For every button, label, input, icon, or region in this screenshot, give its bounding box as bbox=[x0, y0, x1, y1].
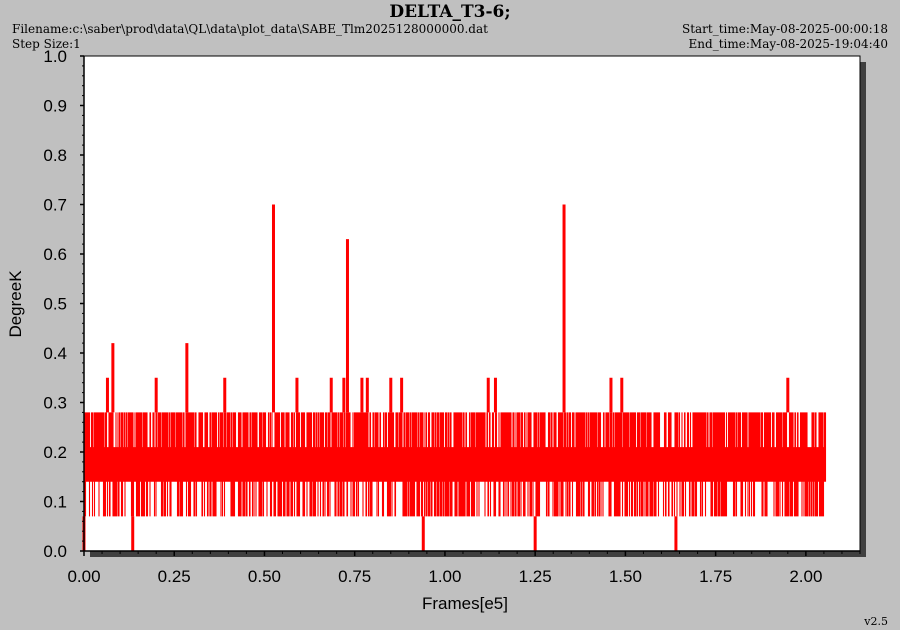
y-tick-label-3: 0.3 bbox=[43, 394, 67, 413]
step-size-label: Step Size:1 bbox=[12, 37, 81, 51]
x-tick-label-1: 0.25 bbox=[158, 567, 191, 586]
y-tick-label-9: 0.9 bbox=[43, 97, 67, 116]
y-tick-label-4: 0.4 bbox=[43, 344, 67, 363]
end-time-label: End_time:May-08-2025-19:04:40 bbox=[688, 37, 888, 51]
start-time-label: Start_time:May-08-2025-00:00:18 bbox=[681, 22, 888, 36]
y-tick-label-8: 0.8 bbox=[43, 146, 67, 165]
y-tick-label-0: 0.0 bbox=[43, 542, 67, 561]
x-tick-label-2: 0.50 bbox=[248, 567, 281, 586]
y-tick-label-2: 0.2 bbox=[43, 443, 67, 462]
x-tick-label-3: 0.75 bbox=[338, 567, 371, 586]
y-tick-label-6: 0.6 bbox=[43, 245, 67, 264]
x-tick-label-4: 1.00 bbox=[428, 567, 461, 586]
y-tick-label-10: 1.0 bbox=[43, 47, 67, 66]
x-tick-label-0: 0.00 bbox=[67, 567, 100, 586]
y-tick-label-1: 0.1 bbox=[43, 493, 67, 512]
x-tick-label-8: 2.00 bbox=[789, 567, 822, 586]
y-axis-label: DegreeK bbox=[6, 270, 25, 338]
x-tick-label-7: 1.75 bbox=[699, 567, 732, 586]
x-axis-label: Frames[e5] bbox=[422, 594, 508, 613]
filename-label: Filename:c:\saber\prod\data\QL\data\plot… bbox=[12, 22, 488, 36]
x-tick-label-5: 1.25 bbox=[519, 567, 552, 586]
series-band bbox=[84, 412, 827, 517]
y-tick-label-5: 0.5 bbox=[43, 295, 67, 314]
x-tick-label-6: 1.50 bbox=[609, 567, 642, 586]
chart-title: DELTA_T3-6; bbox=[389, 2, 511, 22]
version-label: v2.5 bbox=[864, 615, 888, 628]
y-tick-label-7: 0.7 bbox=[43, 196, 67, 215]
